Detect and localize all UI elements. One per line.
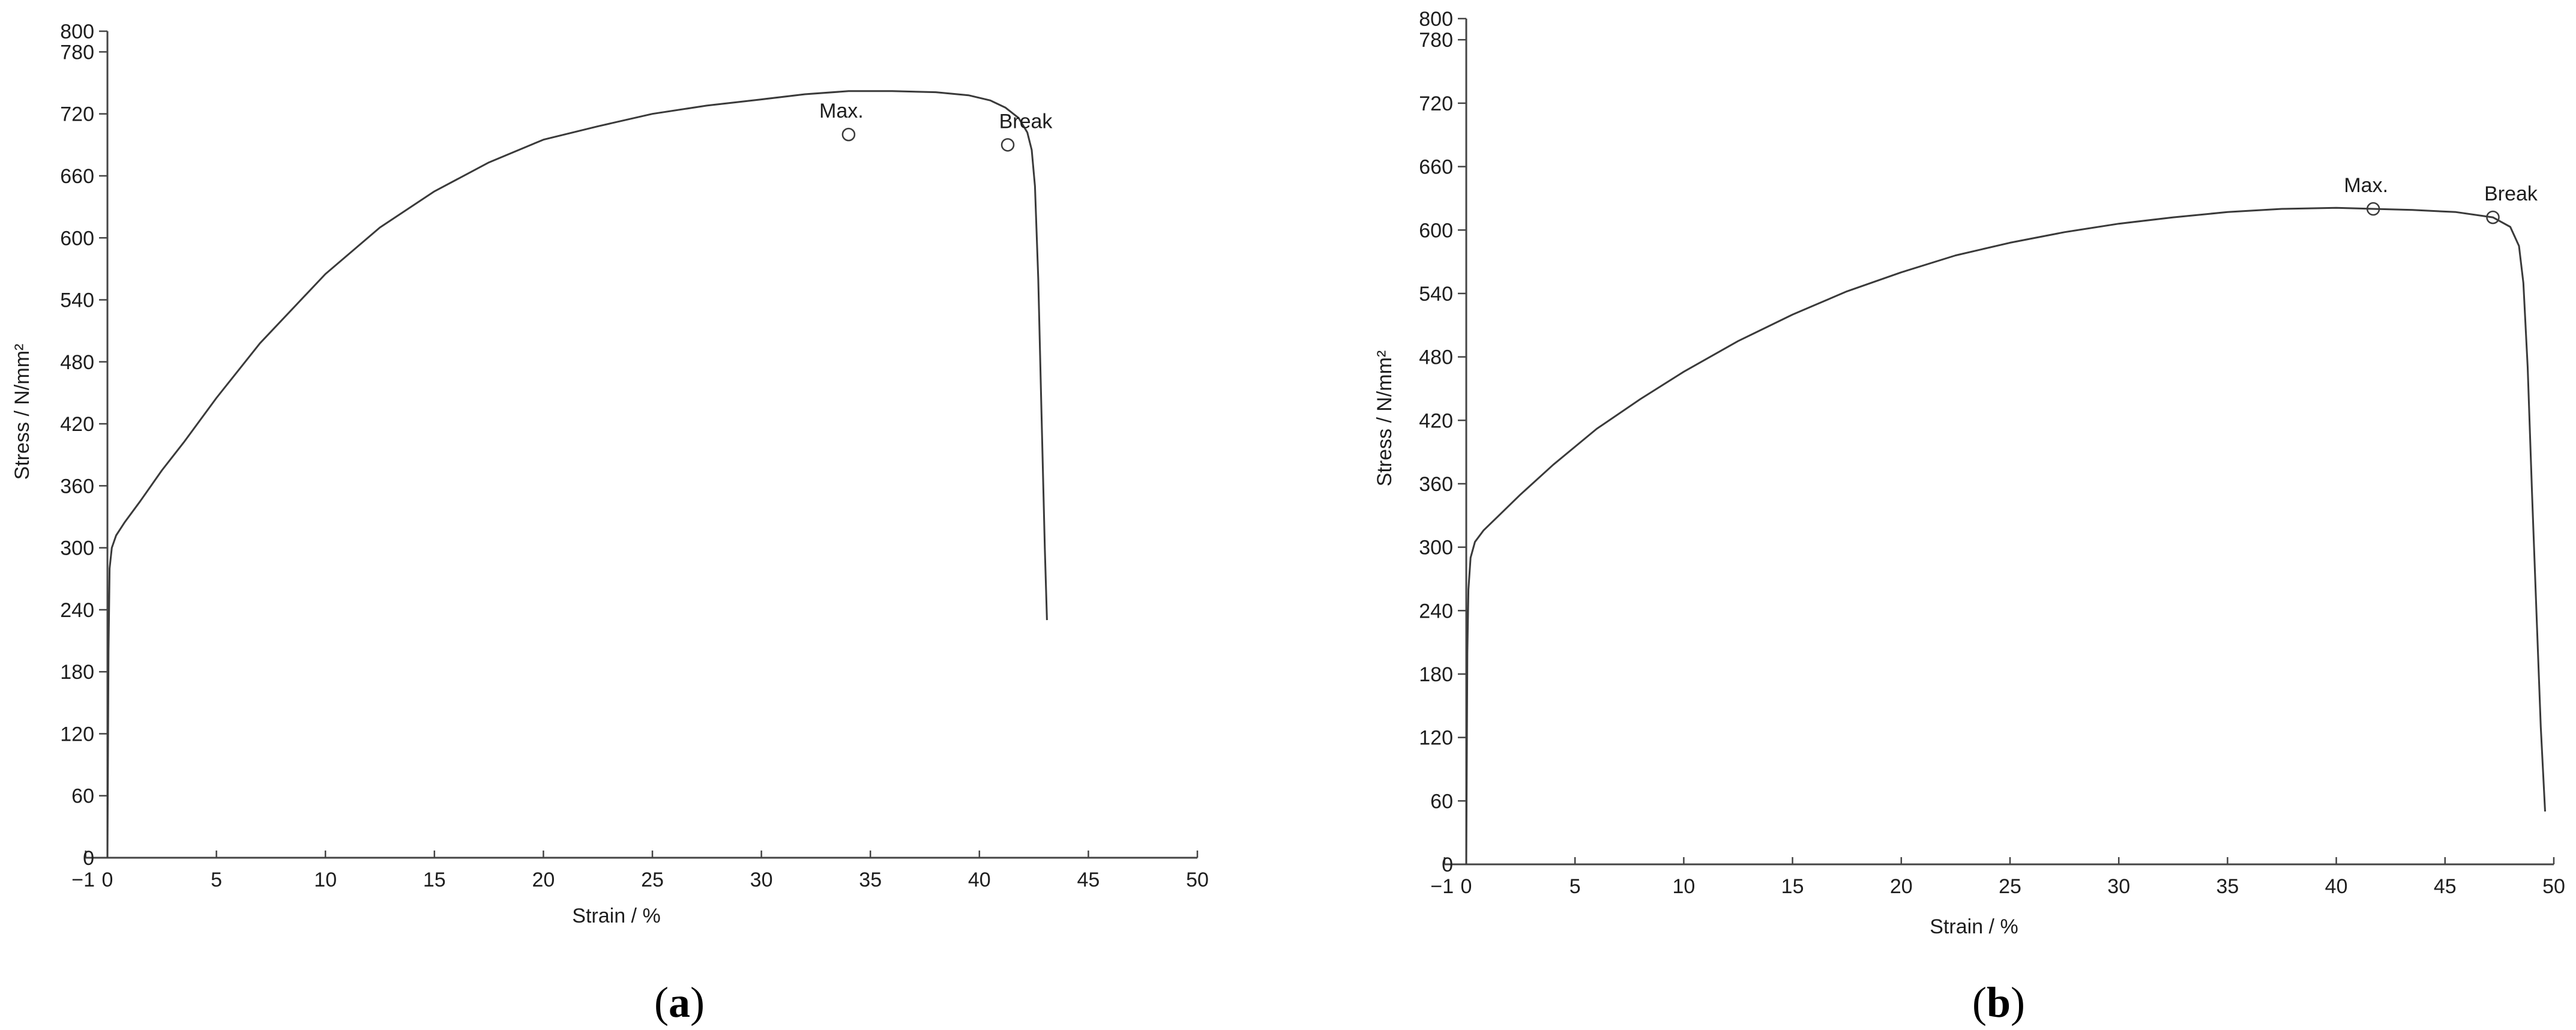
x-tick-label: −1 [1430, 875, 1454, 898]
x-tick-label: 10 [314, 869, 337, 891]
x-tick-label: 0 [102, 869, 113, 891]
max-marker-label: Max. [819, 100, 864, 122]
x-tick-label: 40 [2325, 875, 2348, 898]
y-tick-label: 800 [60, 20, 94, 43]
y-tick-label: 600 [1419, 219, 1453, 242]
x-tick-label: 50 [1186, 869, 1209, 891]
y-tick-label: 780 [1419, 29, 1453, 52]
break-marker-label: Break [999, 110, 1053, 133]
y-tick-label: 120 [1419, 727, 1453, 750]
chart-panel-a: −1 0 5 10 15 20 25 30 35 40 45 50060120180240300360… [11, 20, 1209, 1026]
y-tick-label: 180 [60, 661, 94, 684]
y-tick-label: 420 [1419, 409, 1453, 432]
y-tick-label: 240 [60, 599, 94, 622]
x-tick-label: 45 [1077, 869, 1100, 891]
x-tick-label: 35 [859, 869, 882, 891]
y-tick-label: 60 [71, 785, 94, 808]
x-tick-label: 50 [2542, 875, 2565, 898]
x-tick-label: 0 [1461, 875, 1472, 898]
y-axis-title: Stress / N/mm² [11, 344, 34, 480]
x-tick-label: 45 [2434, 875, 2457, 898]
x-tick-label: 30 [2107, 875, 2130, 898]
y-tick-label: 0 [83, 847, 94, 870]
y-tick-label: 240 [1419, 600, 1453, 622]
stress-strain-curve [1465, 206, 2546, 865]
x-tick-label: 40 [968, 869, 991, 891]
break-marker [2486, 210, 2500, 224]
max-marker [2366, 202, 2380, 216]
x-axis-title: Strain / % [1930, 915, 2018, 938]
x-tick-label: 20 [532, 869, 555, 891]
x-tick-label: 30 [750, 869, 773, 891]
x-tick-label: 5 [211, 869, 222, 891]
y-tick-label: 180 [1419, 663, 1453, 686]
y-tick-label: 420 [60, 413, 94, 436]
panel-caption: (b) [1972, 978, 2025, 1026]
stress-strain-curve [106, 90, 1048, 858]
y-tick-label: 540 [1419, 283, 1453, 306]
y-axis-title: Stress / N/mm² [1373, 351, 1396, 487]
y-tick-label: 300 [60, 537, 94, 560]
x-tick-label: 20 [1890, 875, 1913, 898]
y-tick-label: 60 [1430, 790, 1453, 813]
y-tick-label: 720 [60, 103, 94, 126]
x-tick-label: 25 [641, 869, 664, 891]
y-tick-label: 480 [60, 351, 94, 374]
y-tick-label: 600 [60, 227, 94, 250]
y-tick-label: 360 [60, 475, 94, 498]
x-axis-title: Strain / % [572, 905, 660, 927]
y-tick-label: 480 [1419, 346, 1453, 369]
chart-panel-b: −1 0 5 10 15 20 25 30 35 40 45 50060120180240300360… [1373, 8, 2565, 1026]
y-tick-label: 300 [1419, 537, 1453, 559]
y-tick-label: 360 [1419, 473, 1453, 496]
x-tick-label: 35 [2216, 875, 2239, 898]
x-tick-label: 5 [1569, 875, 1581, 898]
y-tick-label: 540 [60, 289, 94, 312]
panel-caption: (a) [654, 978, 705, 1026]
y-tick-label: 120 [60, 723, 94, 745]
max-marker-label: Max. [2344, 174, 2388, 197]
x-tick-label: 25 [1999, 875, 2021, 898]
y-tick-label: 660 [60, 165, 94, 188]
y-tick-label: 780 [60, 41, 94, 64]
y-tick-label: 660 [1419, 156, 1453, 179]
x-tick-label: 15 [423, 869, 446, 891]
y-tick-label: 800 [1419, 8, 1453, 31]
x-tick-label: 10 [1672, 875, 1695, 898]
max-marker [841, 127, 856, 142]
x-tick-label: −1 [71, 869, 95, 891]
x-tick-label: 15 [1781, 875, 1804, 898]
y-tick-label: 0 [1442, 854, 1453, 876]
break-marker [1001, 138, 1015, 152]
y-tick-label: 720 [1419, 92, 1453, 115]
break-marker-label: Break [2484, 182, 2538, 205]
